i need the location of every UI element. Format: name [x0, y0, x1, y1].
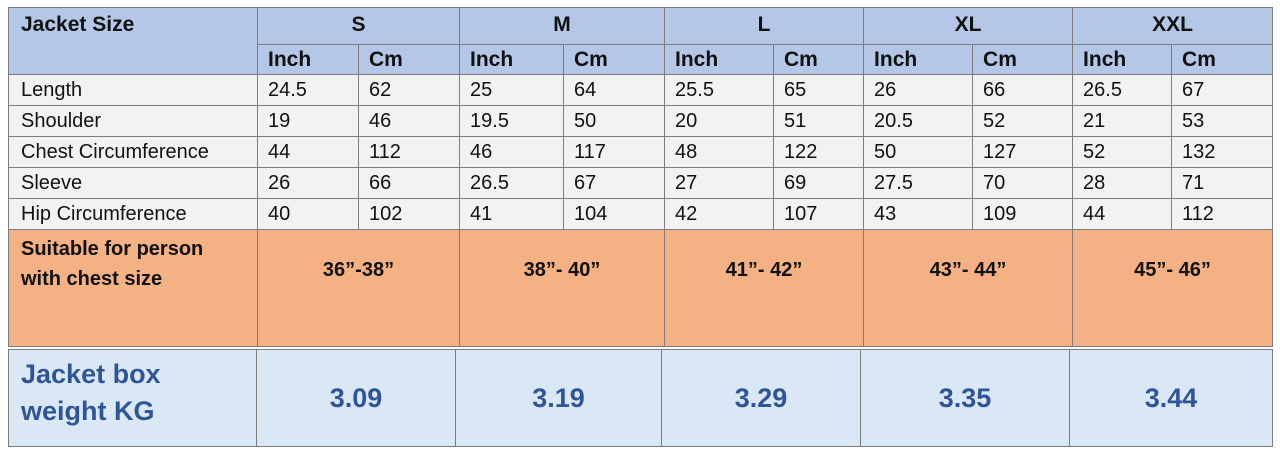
inch-value: 21	[1072, 105, 1173, 137]
cm-value: 104	[563, 198, 666, 230]
measurement-row: Shoulder 19 46 19.5 50 20 51 20.5 52 21 53	[8, 105, 1274, 137]
chest-range-xl: 43”- 44”	[863, 229, 1074, 347]
inch-value: 27	[664, 167, 775, 199]
box-weight-label: Jacket box weight KG	[8, 349, 257, 447]
measurement-label: Chest Circumference	[8, 136, 258, 168]
inch-value: 44	[1072, 198, 1173, 230]
suitable-chest-row: Suitable for person with chest size 36”-3…	[8, 229, 1274, 347]
suitable-chest-label: Suitable for person with chest size	[8, 229, 258, 347]
inch-value: 25.5	[664, 74, 775, 106]
unit-cm: Cm	[357, 44, 461, 75]
measurement-row: Length 24.5 62 25 64 25.5 65 26 66 26.5 67	[8, 74, 1274, 106]
measurement-label: Sleeve	[8, 167, 258, 199]
weight-value-l: 3.29	[661, 349, 861, 447]
size-chart-table: Jacket Size S M L XL XXL Inch Cm Inch Cm…	[8, 7, 1274, 347]
chest-range-xxl: 45”- 46”	[1072, 229, 1274, 347]
inch-value: 48	[664, 136, 775, 168]
cm-value: 69	[773, 167, 865, 199]
unit-cm: Cm	[773, 44, 865, 75]
unit-inch: Inch	[257, 44, 359, 75]
chest-range-l: 41”- 42”	[664, 229, 865, 347]
unit-inch: Inch	[664, 44, 775, 75]
weight-value-xl: 3.35	[860, 349, 1070, 447]
cm-value: 66	[972, 74, 1074, 106]
jacket-size-label: Jacket Size	[8, 7, 258, 75]
box-weight-row: Jacket box weight KG 3.09 3.19 3.29 3.35 …	[8, 349, 1273, 447]
cm-value: 51	[773, 105, 865, 137]
weight-label-line-1: Jacket box	[21, 359, 161, 389]
inch-value: 40	[257, 198, 359, 230]
measurement-row: Sleeve 26 66 26.5 67 27 69 27.5 70 28 71	[8, 167, 1274, 199]
inch-value: 25	[459, 74, 565, 106]
unit-cm: Cm	[972, 44, 1074, 75]
chest-range-m: 38”- 40”	[459, 229, 666, 347]
inch-value: 44	[257, 136, 359, 168]
cm-value: 67	[1171, 74, 1274, 106]
cm-value: 62	[357, 74, 461, 106]
inch-value: 19.5	[459, 105, 565, 137]
inch-value: 26	[257, 167, 359, 199]
cm-value: 112	[1171, 198, 1274, 230]
cm-value: 46	[357, 105, 461, 137]
measurement-label: Shoulder	[8, 105, 258, 137]
box-weight-table: Jacket box weight KG 3.09 3.19 3.29 3.35 …	[8, 349, 1273, 447]
cm-value: 117	[563, 136, 666, 168]
weight-label-line-2: weight KG	[21, 396, 155, 426]
inch-value: 27.5	[863, 167, 974, 199]
inch-value: 26	[863, 74, 974, 106]
cm-value: 102	[357, 198, 461, 230]
unit-cm: Cm	[1171, 44, 1274, 75]
cm-value: 53	[1171, 105, 1274, 137]
cm-value: 132	[1171, 136, 1274, 168]
unit-cm: Cm	[563, 44, 666, 75]
cm-value: 109	[972, 198, 1074, 230]
inch-value: 28	[1072, 167, 1173, 199]
size-header-s: S	[256, 7, 461, 45]
cm-value: 107	[773, 198, 865, 230]
suitable-label-line-1: Suitable for person	[21, 238, 204, 260]
cm-value: 66	[357, 167, 461, 199]
cm-value: 71	[1171, 167, 1274, 199]
inch-value: 26.5	[459, 167, 565, 199]
suitable-label-line-2: with chest size	[21, 268, 163, 290]
unit-inch: Inch	[459, 44, 565, 75]
cm-value: 67	[563, 167, 666, 199]
cm-value: 122	[773, 136, 865, 168]
cm-value: 70	[972, 167, 1074, 199]
inch-value: 50	[863, 136, 974, 168]
size-header-xl: XL	[863, 7, 1074, 45]
cm-value: 65	[773, 74, 865, 106]
cm-value: 50	[563, 105, 666, 137]
measurement-row: Hip Circumference 40 102 41 104 42 107 43 109 44 1…	[8, 198, 1274, 230]
size-header-m: M	[459, 7, 666, 45]
inch-value: 41	[459, 198, 565, 230]
inch-value: 43	[863, 198, 974, 230]
inch-value: 42	[664, 198, 775, 230]
weight-value-m: 3.19	[455, 349, 662, 447]
size-header-xxl: XXL	[1072, 7, 1274, 45]
inch-value: 52	[1072, 136, 1173, 168]
inch-value: 46	[459, 136, 565, 168]
cm-value: 52	[972, 105, 1074, 137]
weight-value-s: 3.09	[256, 349, 456, 447]
chest-range-s: 36”-38”	[256, 229, 461, 347]
inch-value: 20.5	[863, 105, 974, 137]
weight-value-xxl: 3.44	[1069, 349, 1273, 447]
measurement-label: Length	[8, 74, 258, 106]
size-header-l: L	[664, 7, 865, 45]
inch-value: 19	[257, 105, 359, 137]
measurement-rows: Length 24.5 62 25 64 25.5 65 26 66 26.5 67 Shoulder…	[8, 74, 1274, 230]
measurement-row: Chest Circumference 44 112 46 117 48 122 50 127 5…	[8, 136, 1274, 168]
inch-value: 26.5	[1072, 74, 1173, 106]
cm-value: 112	[357, 136, 461, 168]
measurement-label: Hip Circumference	[8, 198, 258, 230]
unit-inch: Inch	[863, 44, 974, 75]
cm-value: 127	[972, 136, 1074, 168]
size-header-row: Jacket Size S M L XL XXL	[8, 7, 1274, 75]
inch-value: 24.5	[257, 74, 359, 106]
unit-header-row: Inch Cm Inch Cm Inch Cm Inch Cm Inch Cm	[9, 44, 1274, 75]
unit-inch: Inch	[1072, 44, 1173, 75]
cm-value: 64	[563, 74, 666, 106]
inch-value: 20	[664, 105, 775, 137]
